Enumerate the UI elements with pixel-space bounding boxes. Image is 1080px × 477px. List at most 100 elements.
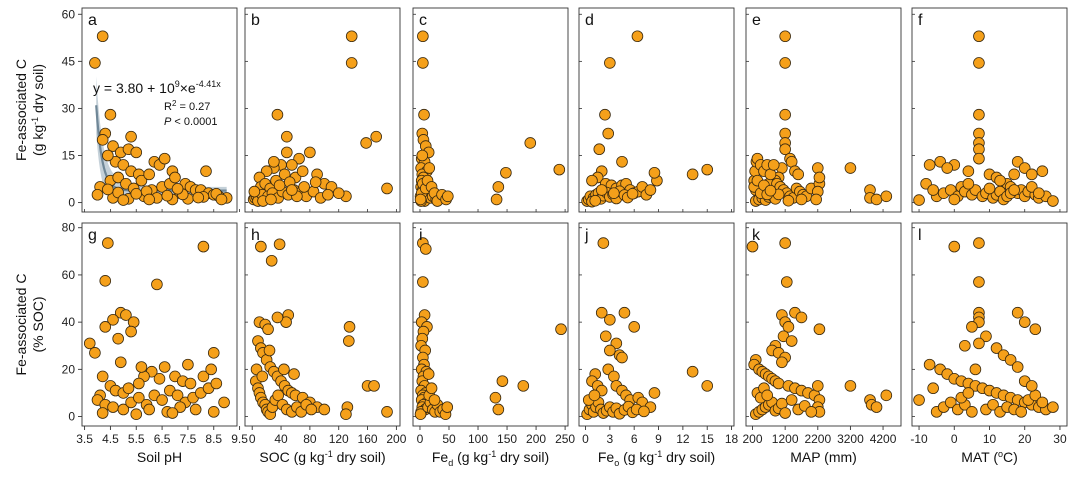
data-point	[767, 159, 780, 171]
panel-frame	[578, 7, 735, 213]
x-axis-title: MAT (oC)	[961, 449, 1018, 465]
panel-frame	[244, 222, 401, 427]
data-point	[628, 321, 640, 333]
data-point	[271, 108, 284, 121]
data-point	[441, 401, 454, 413]
panel-g: 0 20 40 60 80 3.5 4.5 5.5 6.5 7.5 8.5 9.5 g Soil pH	[62, 221, 249, 465]
data-point	[595, 184, 608, 196]
data-point	[973, 152, 985, 165]
data-point	[210, 377, 223, 390]
data-point	[117, 194, 130, 206]
data-point	[171, 182, 184, 195]
data-point	[1047, 401, 1059, 413]
data-point	[638, 405, 650, 418]
data-point	[1029, 323, 1042, 336]
data-point	[416, 149, 429, 162]
data-point	[345, 57, 358, 69]
panel-frame	[911, 7, 1068, 213]
data-point	[701, 163, 714, 176]
data-point	[296, 165, 309, 178]
data-point	[286, 184, 298, 196]
data-point	[368, 380, 380, 392]
x-tick-label: 3	[606, 432, 613, 446]
x-tick-label: 10	[983, 432, 997, 446]
x-tick-label: 250	[555, 432, 575, 446]
data-point	[166, 407, 179, 419]
panel-letter: e	[752, 12, 761, 29]
data-point	[381, 182, 393, 195]
y-axis-title-line1: Fe-associated C	[13, 59, 29, 161]
x-tick-label: 20	[1018, 432, 1032, 446]
data-point	[973, 337, 985, 350]
x-tick-label: 200	[526, 432, 546, 446]
data-point	[517, 380, 530, 392]
data-point	[417, 276, 429, 288]
data-point	[492, 403, 505, 416]
data-point	[107, 401, 119, 413]
x-tick-label: 3200	[837, 432, 864, 446]
data-point	[414, 193, 427, 206]
data-point	[962, 177, 975, 190]
data-point	[182, 358, 194, 371]
data-point	[913, 194, 925, 206]
y-tick-label: 60	[62, 268, 76, 282]
x-tick-label: 0	[582, 432, 589, 446]
fit-equation: y = 3.80 + 109×e-4.41x	[93, 79, 221, 96]
data-point	[1015, 406, 1028, 418]
data-point	[286, 159, 298, 171]
p-value: P < 0.0001	[164, 116, 218, 128]
data-point	[959, 339, 971, 352]
data-point	[870, 193, 883, 206]
panel-letter: j	[584, 227, 589, 244]
y-tick-label: 80	[62, 221, 76, 235]
data-point	[332, 187, 345, 199]
data-point	[944, 396, 957, 409]
data-point	[489, 391, 502, 404]
y-axis-title-bottom: Fe-associated C (% SOC)	[13, 274, 46, 376]
data-point	[96, 134, 109, 146]
data-point	[248, 185, 261, 198]
data-point	[948, 193, 961, 206]
data-point	[811, 162, 824, 174]
data-point	[112, 332, 124, 345]
data-point	[207, 347, 220, 359]
data-point	[599, 108, 611, 121]
data-point	[599, 330, 612, 343]
data-point	[298, 181, 310, 193]
data-point	[91, 188, 104, 201]
data-point	[604, 57, 616, 69]
panel-letter: i	[419, 227, 423, 244]
data-point	[117, 403, 130, 416]
data-point	[322, 188, 334, 201]
data-point	[1018, 316, 1031, 328]
data-point	[969, 363, 982, 376]
x-tick-label: 40	[274, 432, 288, 446]
data-point	[305, 403, 318, 416]
panel-d: d	[578, 7, 735, 213]
x-axis-title: MAP (mm)	[790, 449, 857, 465]
data-point	[962, 165, 975, 178]
x-tick-label: 0	[249, 432, 256, 446]
data-point	[805, 406, 818, 418]
y-axis-title-top: Fe-associated C (g kg-1 dry soil)	[13, 59, 46, 161]
data-point	[492, 181, 505, 193]
data-point	[844, 380, 857, 392]
data-point	[417, 30, 429, 43]
data-point	[96, 407, 109, 419]
data-point	[125, 325, 137, 338]
data-point	[263, 344, 276, 357]
data-point	[156, 394, 168, 406]
data-point	[701, 380, 714, 392]
data-point	[588, 389, 601, 402]
panel-frame	[244, 7, 401, 213]
data-point	[89, 57, 101, 69]
panel-letter: c	[419, 12, 427, 29]
data-point	[120, 309, 132, 321]
x-tick-label: 7.5	[180, 432, 197, 446]
data-point	[973, 57, 985, 69]
x-tick-label: 0	[417, 432, 424, 446]
panel-letter: f	[918, 12, 923, 29]
data-point	[785, 335, 798, 347]
data-point	[602, 127, 615, 140]
